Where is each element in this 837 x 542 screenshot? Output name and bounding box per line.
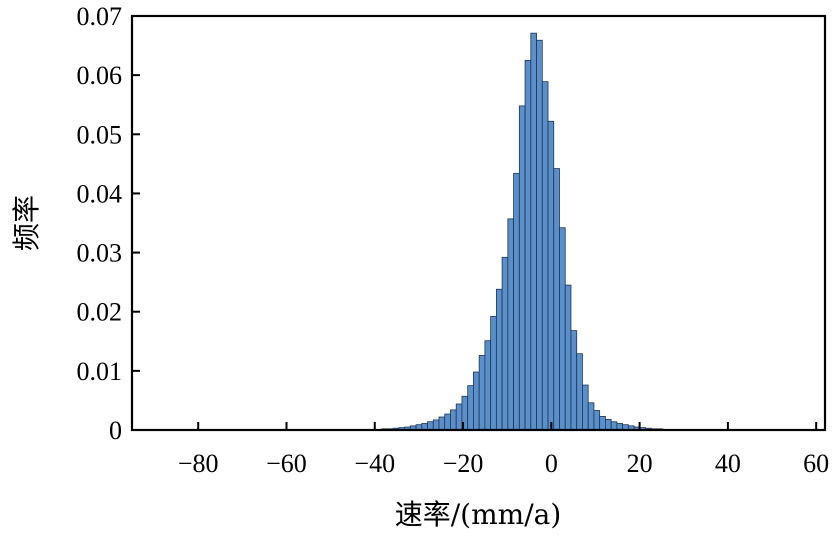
x-tick-label: −40 [354,449,395,478]
y-tick-label: 0.05 [77,120,123,149]
histogram-bar [501,256,509,431]
y-tick-label: 0.04 [77,179,123,208]
histogram-bar [450,409,457,431]
histogram-bar [536,39,543,431]
y-axis-title: 频率 [10,195,43,251]
x-axis-title: 速率/(mm/a) [395,498,562,531]
histogram-bar [530,32,537,431]
y-tick-label: 0.07 [77,2,123,31]
y-tick-label: 0.06 [77,61,123,90]
histogram-bar [427,421,434,431]
bar-series [363,32,698,431]
x-tick-label: 60 [803,449,829,478]
histogram-bar [570,330,578,431]
y-tick-label: 0.02 [77,298,123,327]
histogram-bar [582,384,589,431]
histogram-bar [513,172,520,431]
histogram-bar [473,371,480,431]
histogram-bar [553,168,560,431]
histogram-bar [547,120,555,431]
x-axis: −80 −60 −40 −20 0 20 40 60 [178,422,829,478]
histogram-bar [605,418,612,431]
histogram-bar [507,218,514,431]
x-tick-label: 20 [627,449,653,478]
histogram-bar [484,340,492,431]
histogram-bar [610,421,618,431]
x-tick-label: 40 [715,449,741,478]
x-tick-label: 0 [545,449,558,478]
histogram-bar [478,355,486,431]
histogram-bar [576,353,583,431]
histogram-bar [490,316,497,431]
histogram-bar [444,413,451,431]
y-tick-label: 0.03 [77,239,123,268]
y-tick-label: 0.01 [77,357,123,386]
histogram-bar [599,415,606,431]
histogram-bar [593,410,601,431]
x-tick-label: −60 [266,449,307,478]
x-tick-label: −20 [443,449,484,478]
x-tick-label: −80 [178,449,219,478]
histogram-bar [518,105,526,431]
histogram-bar [438,416,446,431]
histogram-bar [564,284,572,431]
histogram-bar [432,419,440,431]
histogram-bar [524,59,532,431]
histogram-bar [495,288,503,431]
y-axis: 0 0.01 0.02 0.03 0.04 0.05 0.06 0.07 [77,2,140,445]
y-tick-label: 0 [109,416,122,445]
histogram-bar [559,227,566,431]
plot-frame [130,14,827,432]
histogram-bar [455,403,463,431]
histogram-bar [587,402,595,431]
histogram-bar [541,81,549,431]
histogram-bar [467,385,474,431]
